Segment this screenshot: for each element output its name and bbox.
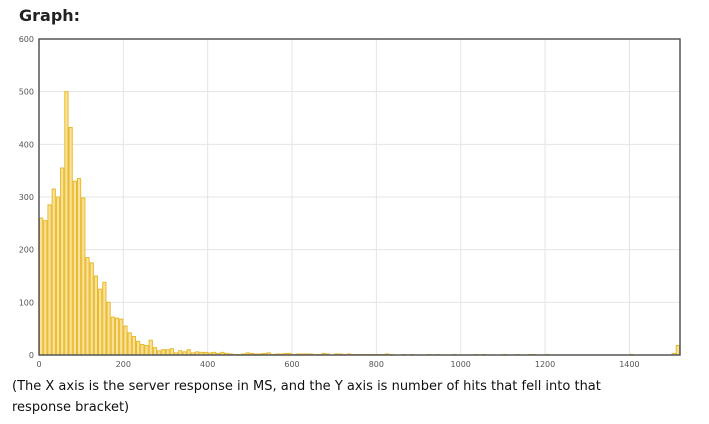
histogram-bar: [152, 347, 158, 356]
histogram-bar: [106, 301, 111, 356]
chart-caption: (The X axis is the server response in MS…: [12, 379, 601, 415]
histogram-bar: [127, 332, 132, 356]
histogram-bar: [98, 288, 103, 356]
histogram-bar: [119, 318, 124, 356]
histogram-bar: [93, 275, 99, 356]
y-tick-label: 600: [19, 35, 34, 44]
histogram-bar: [60, 167, 65, 356]
histogram-bar: [102, 281, 107, 356]
x-tick-label: 0: [36, 360, 41, 369]
y-tick-label: 200: [19, 246, 34, 255]
histogram-bar: [55, 196, 61, 356]
histogram-bar: [72, 180, 77, 356]
histogram-bar: [144, 345, 149, 356]
histogram-chart: 0 100 200 300 400 500 600 0 200 400 600 800 1000 120…: [0, 30, 709, 375]
histogram-bar: [76, 178, 82, 356]
y-tick-label: 100: [19, 298, 34, 307]
histogram-bar: [85, 257, 90, 356]
histogram-bar: [123, 325, 128, 356]
histogram-bar: [675, 345, 681, 356]
histogram-bar: [165, 349, 170, 356]
histogram-bar: [148, 339, 153, 356]
histogram-bar: [64, 91, 69, 356]
histogram-bar: [135, 340, 141, 356]
plot-frame: [38, 38, 681, 356]
histogram-bar: [161, 349, 166, 356]
y-tick-label: 300: [19, 193, 34, 202]
y-tick-label: 500: [19, 88, 34, 97]
histogram-bar: [39, 217, 44, 356]
grid-lines: [38, 38, 680, 356]
histogram-bar: [186, 349, 191, 356]
histogram-bar: [81, 197, 86, 356]
x-tick-label: 200: [116, 360, 131, 369]
x-tick-label: 1200: [535, 360, 555, 369]
x-tick-label: 600: [284, 360, 299, 369]
y-tick-label: 400: [19, 140, 34, 149]
histogram-bar: [89, 262, 94, 356]
histogram-bar: [114, 317, 120, 356]
x-axis-ticks: 0 200 400 600 800 1000 1200 1400: [36, 360, 639, 369]
histogram-bar: [110, 316, 115, 356]
histogram-bar: [47, 204, 52, 356]
y-axis-ticks: 0 100 200 300 400 500 600: [19, 35, 34, 360]
histogram-bar: [169, 348, 174, 356]
x-tick-label: 400: [200, 360, 215, 369]
histogram-bar: [51, 188, 56, 356]
histogram-bar: [43, 220, 48, 356]
histogram-bar: [131, 336, 136, 356]
x-tick-label: 1000: [451, 360, 471, 369]
histogram-svg: 0 100 200 300 400 500 600 0 200 400 600 800 1000 120…: [19, 35, 681, 369]
y-tick-label: 0: [29, 351, 34, 360]
bar-series: [39, 91, 681, 356]
histogram-bar: [68, 126, 73, 356]
section-heading: Graph:: [19, 6, 81, 25]
histogram-bar: [140, 343, 145, 356]
x-tick-label: 1400: [619, 360, 639, 369]
x-tick-label: 800: [369, 360, 384, 369]
